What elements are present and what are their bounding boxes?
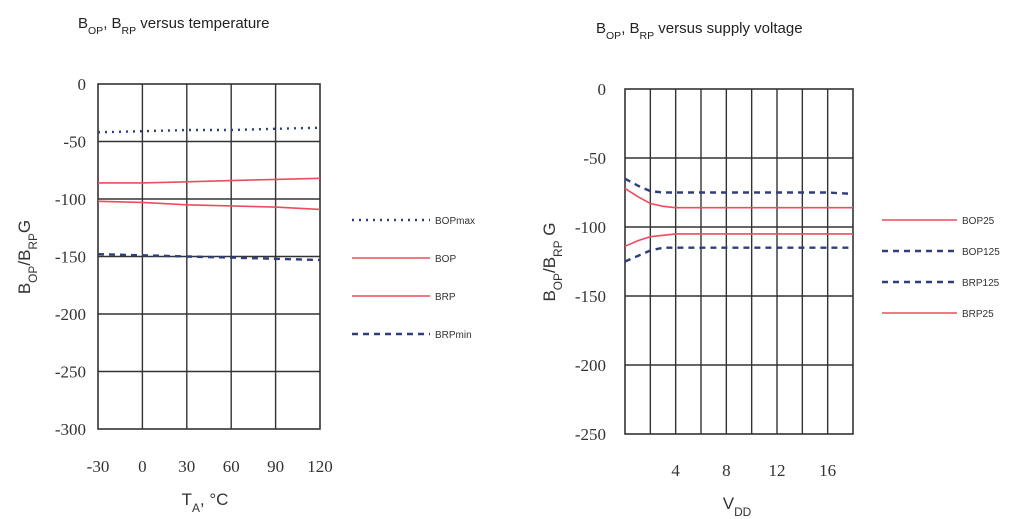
x-tick-label: 16 bbox=[819, 461, 836, 480]
legend-label: BOP25 bbox=[962, 216, 995, 227]
x-tick-label: 30 bbox=[178, 457, 195, 476]
legend-label: BRPmin bbox=[435, 330, 472, 341]
y-tick-label: -100 bbox=[575, 218, 606, 237]
y-tick-label: -250 bbox=[575, 425, 606, 444]
series-line-bopmax bbox=[97, 126, 321, 134]
y-tick-label: 0 bbox=[598, 80, 607, 99]
x-axis-label: TA, °C bbox=[182, 490, 229, 515]
y-tick-label: -50 bbox=[583, 149, 606, 168]
plot-frame bbox=[624, 88, 854, 435]
x-tick-label: 8 bbox=[722, 461, 731, 480]
legend-label: BRP bbox=[435, 292, 456, 303]
x-tick-label: 120 bbox=[307, 457, 333, 476]
series-line-bop125 bbox=[624, 177, 854, 196]
y-tick-label: -100 bbox=[55, 190, 86, 209]
legend-label: BRP25 bbox=[962, 309, 994, 320]
y-tick-label: -300 bbox=[55, 420, 86, 439]
legend-label: BRP125 bbox=[962, 278, 1000, 289]
y-tick-label: -250 bbox=[55, 363, 86, 382]
series-line-bop25 bbox=[624, 187, 853, 209]
y-tick-label: -200 bbox=[55, 305, 86, 324]
x-tick-label: 12 bbox=[769, 461, 786, 480]
series-line-brp125 bbox=[624, 246, 853, 263]
chart-title: BOP, BRP versus temperature bbox=[78, 15, 270, 37]
legend-label: BOPmax bbox=[435, 216, 475, 227]
y-tick-label: -150 bbox=[55, 248, 86, 267]
x-tick-label: 90 bbox=[267, 457, 284, 476]
series-line-brp bbox=[97, 200, 321, 211]
y-tick-label: -200 bbox=[575, 356, 606, 375]
series-line-bop bbox=[98, 177, 321, 184]
legend-label: BOP bbox=[435, 254, 456, 265]
chart-1: BOP, BRP versus temperature 0 -50 -100 -150 -… bbox=[15, 15, 475, 515]
legend-label: BOP125 bbox=[962, 247, 1000, 258]
x-tick-label: -30 bbox=[87, 457, 110, 476]
y-axis-label: BOP/BRP G bbox=[540, 222, 565, 301]
series-line-brp25 bbox=[624, 233, 853, 248]
x-tick-label: 60 bbox=[223, 457, 240, 476]
y-tick-label: -50 bbox=[63, 133, 86, 152]
chart-title: BOP, BRP versus supply voltage bbox=[596, 20, 803, 42]
series-line-brpmin bbox=[97, 253, 321, 262]
y-tick-label: -150 bbox=[575, 287, 606, 306]
y-tick-label: 0 bbox=[78, 75, 87, 94]
x-tick-label: 0 bbox=[138, 457, 147, 476]
chart-2: BOP, BRP versus supply voltage 0 -50 -100 -1… bbox=[540, 20, 1000, 519]
y-axis-label: BOP/BRPG bbox=[15, 220, 40, 294]
x-tick-label: 4 bbox=[671, 461, 680, 480]
x-axis-label: VDD bbox=[723, 494, 752, 519]
